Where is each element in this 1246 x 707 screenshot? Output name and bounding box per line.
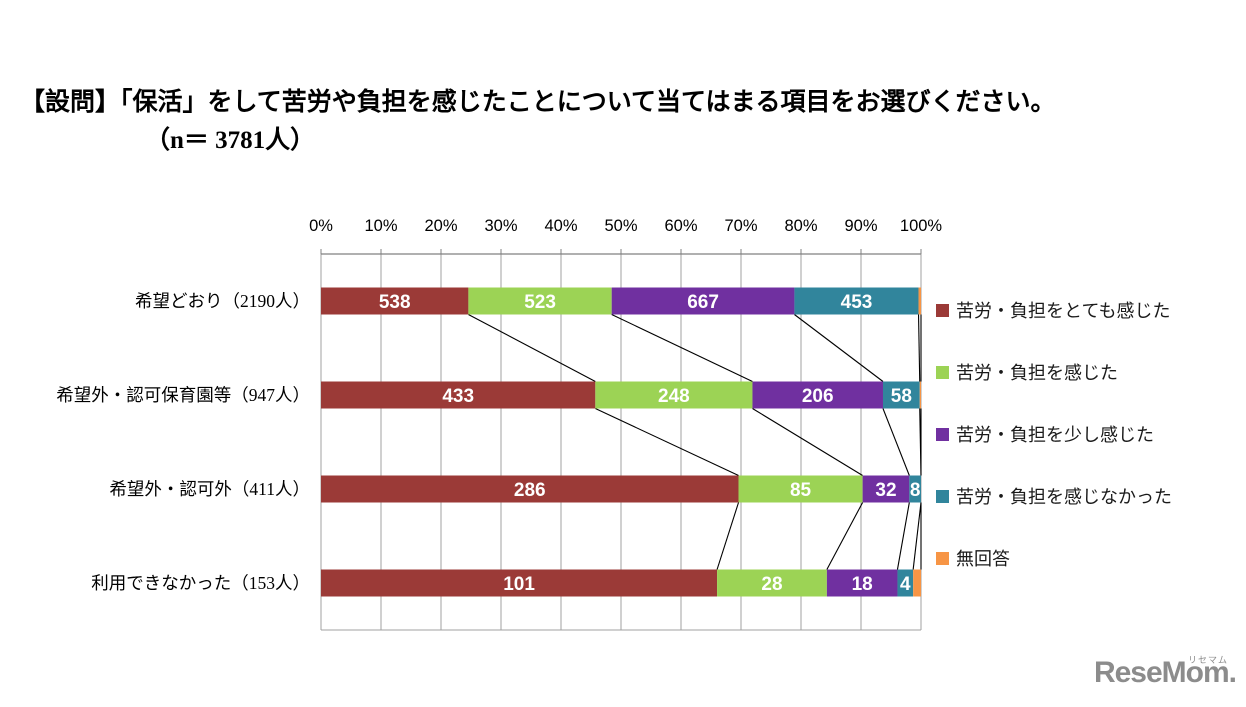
bar-value-label: 523 [524, 292, 556, 313]
bar-segment [897, 569, 914, 597]
legend-swatch [936, 551, 949, 565]
bar-value-label: 667 [687, 292, 719, 313]
bar-segment [717, 569, 827, 597]
bar-segment [826, 569, 898, 597]
series-connector-line [917, 314, 921, 382]
x-axis-tick-label: 50% [604, 217, 637, 235]
x-axis-tick-label: 60% [664, 217, 697, 235]
bar-segment [913, 569, 921, 597]
legend-label: 苦労・負担を感じなかった [956, 487, 1172, 507]
bar-segment [918, 287, 921, 315]
bar-segment [468, 287, 612, 315]
series-connector-line [716, 502, 740, 570]
x-axis-tick-label: 90% [844, 217, 877, 235]
resemom-logo-text: ReseMom. [1093, 656, 1237, 689]
bar-value-label: 18 [852, 574, 873, 595]
legend-swatch [936, 427, 949, 441]
series-connector-line [595, 408, 739, 476]
bar-segment [321, 381, 596, 409]
bar-value-label: 206 [802, 386, 834, 407]
resemom-logo: リセマム ReseMom. [1093, 655, 1237, 689]
bars: 538 523 667 453 433 248 206 58 286 85 32 8 101 28 18 4 [321, 287, 921, 597]
x-axis-tick-label: 70% [724, 217, 757, 235]
category-label: 希望どおり（2190人） [135, 291, 310, 311]
bar-segment [794, 287, 919, 315]
legend-swatch [936, 365, 949, 379]
series-connector-line [468, 314, 596, 382]
bar-segment [752, 381, 883, 409]
bar-segment [882, 381, 920, 409]
bar-value-label: 453 [841, 292, 873, 313]
bar-value-label: 433 [442, 386, 474, 407]
category-labels: 希望どおり（2190人） 希望外・認可保育園等（947人） 希望外・認可外（411人… [56, 291, 310, 593]
bar-value-label: 28 [761, 574, 782, 595]
bar-segment [595, 381, 753, 409]
legend-item: 苦労・負担をとても感じた [936, 300, 1172, 321]
bar-segment [611, 287, 795, 315]
x-axis-tick-label: 40% [544, 217, 577, 235]
bar-value-label: 4 [900, 574, 911, 595]
legend-label: 苦労・負担をとても感じた [956, 301, 1171, 321]
legend-swatch [936, 303, 949, 317]
legend-item: 苦労・負担を感じた [936, 362, 1172, 383]
question-title: 【設問】「保活」をして苦労や負担を感じたことについて当てはまる項目をお選びくださ… [20, 84, 1056, 159]
series-connector-line [896, 502, 910, 570]
bar-segment [909, 475, 921, 503]
legend-label: 無回答 [956, 549, 1010, 569]
series-connector-line [826, 502, 864, 570]
legend-item: 苦労・負担を感じなかった [936, 486, 1172, 507]
category-label: 利用できなかった（153人） [91, 573, 310, 593]
chart-legend: 苦労・負担をとても感じた 苦労・負担を感じた苦労・負担を少し感じた 苦労・負担を感じ… [936, 300, 1172, 610]
bar-segment [738, 475, 863, 503]
x-axis-tick-label: 10% [364, 217, 397, 235]
bar-value-label: 32 [875, 480, 896, 501]
bar-segment [321, 475, 739, 503]
bar-value-label: 58 [891, 386, 912, 407]
series-connector-line [794, 314, 884, 382]
x-axis-tick-label: 100% [900, 217, 943, 235]
series-connector-line [882, 408, 910, 476]
x-axis-tick-label: 0% [309, 217, 333, 235]
category-label: 希望外・認可保育園等（947人） [56, 385, 310, 405]
legend-label: 苦労・負担を少し感じた [956, 425, 1154, 445]
x-axis-tick-label: 30% [484, 217, 517, 235]
bar-segment [321, 287, 469, 315]
resemom-logo-ruby: リセマム [1187, 655, 1228, 665]
axes [321, 253, 921, 631]
sample-size: （n＝ 3781人） [145, 126, 316, 154]
category-label: 希望外・認可外（411人） [109, 479, 310, 499]
legend-item: 無回答 [936, 548, 1172, 569]
bar-segment [862, 475, 910, 503]
series-connector-line [611, 314, 753, 382]
x-axis-labels: 0% 10% 20% 30% 40% 50% 60% 70% 80% 90% 100% [309, 217, 942, 235]
series-connector-line [752, 408, 863, 476]
question-title-line1: 【設問】「保活」をして苦労や負担を感じたことについて当てはまる項目をお選びくださ… [20, 89, 1056, 116]
bar-value-label: 85 [790, 480, 812, 501]
series-connector-line [912, 502, 922, 570]
bar-value-label: 248 [658, 386, 690, 407]
bar-segment [919, 381, 921, 409]
legend-item: 苦労・負担を少し感じた [936, 424, 1172, 445]
x-axis-tick-label: 80% [784, 217, 817, 235]
series-lines [468, 314, 922, 570]
legend-label: 苦労・負担を感じた [956, 363, 1118, 383]
bar-value-label: 8 [910, 480, 921, 501]
legend-swatch [936, 489, 949, 503]
bar-segment [321, 569, 718, 597]
x-axis-tick-label: 20% [424, 217, 457, 235]
bar-value-label: 538 [379, 292, 411, 313]
bar-value-label: 286 [514, 480, 546, 501]
bar-value-label: 101 [503, 574, 535, 595]
